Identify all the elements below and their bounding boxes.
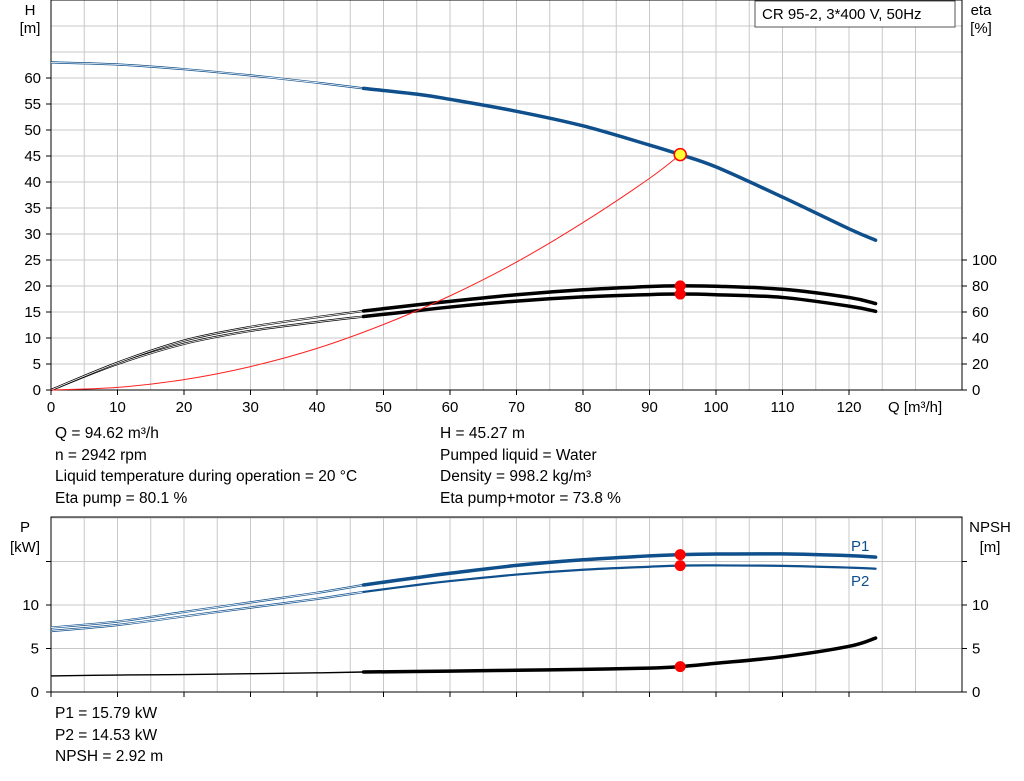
y2-axis-label-npsh: NPSH <box>969 519 1011 536</box>
y2-tick-label: 5 <box>972 641 980 658</box>
P2-curve-extended-core <box>50 591 364 632</box>
info-npsh: NPSH = 2.92 m <box>55 748 164 765</box>
y-tick-label: 0 <box>33 382 41 399</box>
x-tick-label: 110 <box>771 399 795 416</box>
H-curve <box>361 86 878 242</box>
x-tick-label: 0 <box>47 399 55 416</box>
info-density: Density = 998.2 kg/m³ <box>440 468 592 485</box>
x-axis-label: Q [m³/h] <box>888 399 942 416</box>
x-tick-label: 10 <box>109 399 126 416</box>
eta-duty-marker <box>674 280 686 292</box>
y2-axis-label-eta: eta <box>971 2 993 19</box>
y-tick-label: 50 <box>24 122 41 139</box>
duty-marker <box>674 661 686 673</box>
info-flow: Q = 94.62 m³/h <box>55 425 159 442</box>
info-block-left: Q = 94.62 m³/h n = 2942 rpm Liquid tempe… <box>55 423 357 509</box>
y-tick-label: 5 <box>33 356 41 373</box>
P1-curve-extended-core <box>50 584 364 629</box>
NPSH-curve-extended-outline <box>50 671 364 677</box>
y-axis-label-p: P <box>20 519 30 536</box>
y2-tick-label: 20 <box>972 356 989 373</box>
y-tick-label: 55 <box>24 96 41 113</box>
info-block-bottom: P1 = 15.79 kW P2 = 14.53 kW NPSH = 2.92 … <box>55 703 163 768</box>
y-tick-label: 35 <box>24 200 41 217</box>
y-tick-label: 40 <box>24 174 41 191</box>
y-tick-label: 0 <box>31 684 39 701</box>
y-axis-unit-p: [kW] <box>10 539 40 556</box>
x-tick-label: 70 <box>508 399 525 416</box>
x-tick-label: 40 <box>309 399 326 416</box>
y2-axis-unit-npsh: [m] <box>980 539 1001 556</box>
x-tick-label: 60 <box>442 399 459 416</box>
y-tick-label: 10 <box>22 597 39 614</box>
x-tick-label: 90 <box>641 399 658 416</box>
info-head: H = 45.27 m <box>440 425 525 442</box>
x-tick-label: 20 <box>176 399 193 416</box>
series-label-p2: P2 <box>851 573 869 590</box>
y2-tick-label: 80 <box>972 278 989 295</box>
system-curve <box>50 154 681 391</box>
info-eta-pump: Eta pump = 80.1 % <box>55 489 188 507</box>
duty-marker <box>674 560 686 572</box>
y-tick-label: 10 <box>24 330 41 347</box>
y2-tick-label: 100 <box>972 252 997 269</box>
y2-tick-label: 60 <box>972 304 989 321</box>
info-p1: P1 = 15.79 kW <box>55 705 158 722</box>
y-tick-label: 30 <box>24 226 41 243</box>
info-eta-pump-motor: Eta pump+motor = 73.8 % <box>440 489 621 507</box>
y2-tick-label: 0 <box>972 684 980 701</box>
y2-axis-unit-eta: [%] <box>970 20 992 37</box>
x-tick-label: 30 <box>242 399 259 416</box>
eta_total-curve <box>361 284 878 313</box>
series-label-p1: P1 <box>851 538 869 555</box>
info-block-right: H = 45.27 m Pumped liquid = Water Densit… <box>440 423 621 509</box>
head-efficiency-chart: 0 10 20 30 40 50 60 70 80 90 100 110 120 0 5 10 15 20 25 30… <box>20 0 997 416</box>
chart-title: CR 95-2, 3*400 V, 50Hz <box>762 6 922 23</box>
y-tick-label: 15 <box>24 304 41 321</box>
eta-duty-marker <box>674 288 686 300</box>
eta_pump-curve <box>361 292 878 319</box>
y-axis-label-h: H <box>25 2 36 19</box>
y2-tick-label: 10 <box>972 597 989 614</box>
y-tick-label: 5 <box>31 641 39 658</box>
x-tick-label: 120 <box>836 399 861 416</box>
P2-curve <box>362 564 877 594</box>
info-pumped-liquid: Pumped liquid = Water <box>440 446 597 464</box>
y-tick-label: 60 <box>24 70 41 87</box>
y2-tick-label: 0 <box>972 382 980 399</box>
info-p2: P2 = 14.53 kW <box>55 726 158 744</box>
y-tick-label: 25 <box>24 252 41 269</box>
y-tick-label: 45 <box>24 148 41 165</box>
plot-frame <box>50 0 963 391</box>
title-box <box>754 0 956 28</box>
y2-tick-label: 40 <box>972 330 989 347</box>
info-speed: n = 2942 rpm <box>55 446 147 464</box>
y-tick-label: 20 <box>24 278 41 295</box>
eta_total-curve-extended-core <box>50 310 364 391</box>
NPSH-curve <box>361 636 878 674</box>
power-npsh-chart: 0 5 10 0 5 10 P [kW] NPSH [m] P1 P2 <box>10 516 1011 701</box>
H-curve-extended-core <box>50 62 364 89</box>
duty-point-marker <box>673 147 687 162</box>
x-tick-label: 50 <box>375 399 392 416</box>
duty-marker <box>674 549 686 561</box>
info-liquid-temperature: Liquid temperature during operation = 20… <box>55 468 358 485</box>
x-tick-label: 80 <box>575 399 592 416</box>
P1-curve <box>361 552 878 587</box>
y-axis-unit-h: [m] <box>20 20 41 37</box>
x-tick-label: 100 <box>703 399 728 416</box>
